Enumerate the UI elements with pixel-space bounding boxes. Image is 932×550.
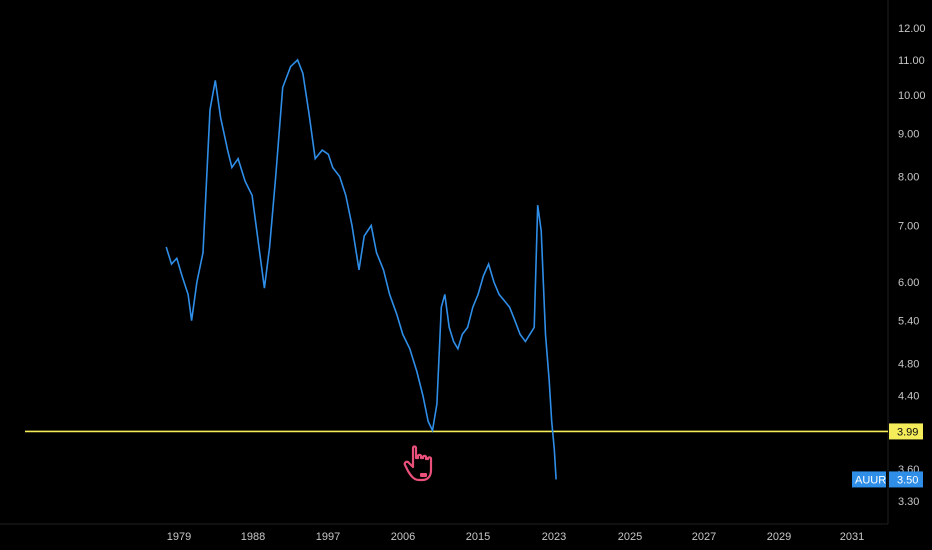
x-axis-ticks: 1979 1988 1997 2006 2015 2023 2025 2027 2029 2031	[167, 531, 864, 543]
y-tick-label: 10.00	[898, 90, 926, 102]
hand-pointer-icon	[403, 445, 433, 482]
series-line	[165, 58, 557, 480]
y-axis-ticks: 12.00 11.00 10.00 9.00 8.00 7.00 6.00 5.40 4.80 4…	[898, 23, 926, 508]
x-tick-label: 2023	[542, 531, 566, 543]
y-tick-label: 7.00	[898, 220, 919, 232]
x-tick-label: 2025	[618, 531, 642, 543]
level-badge-label: 3.99	[897, 426, 918, 438]
level-badge-background	[889, 423, 923, 440]
y-tick-label: 6.00	[898, 277, 919, 289]
x-tick-label: 1997	[316, 531, 340, 543]
level-price-badge: 3.99	[889, 423, 923, 440]
x-tick-label: 2015	[466, 531, 490, 543]
x-tick-label: 2006	[391, 531, 415, 543]
y-tick-label: 11.00	[898, 55, 925, 67]
y-tick-label: 4.80	[898, 359, 919, 371]
series-value-badge-background	[889, 471, 923, 488]
x-tick-label: 1979	[167, 531, 191, 543]
series-last-value-label: 3.50	[897, 474, 918, 486]
y-tick-label: 12.00	[898, 23, 926, 35]
y-tick-label: 4.40	[898, 391, 919, 403]
series-name-badge-background	[852, 471, 886, 488]
y-tick-label: 9.00	[898, 128, 919, 140]
x-tick-label: 2027	[692, 531, 716, 543]
x-tick-label: 2031	[840, 531, 864, 543]
y-tick-label: 3.30	[898, 496, 919, 508]
x-tick-label: 1988	[241, 531, 265, 543]
y-tick-label: 8.00	[898, 172, 919, 184]
x-tick-label: 2029	[767, 531, 791, 543]
series-last-value-badge: AUUR 3.50	[852, 471, 923, 488]
series-name-label: AUUR	[855, 474, 886, 486]
y-tick-label: 5.40	[898, 316, 919, 328]
